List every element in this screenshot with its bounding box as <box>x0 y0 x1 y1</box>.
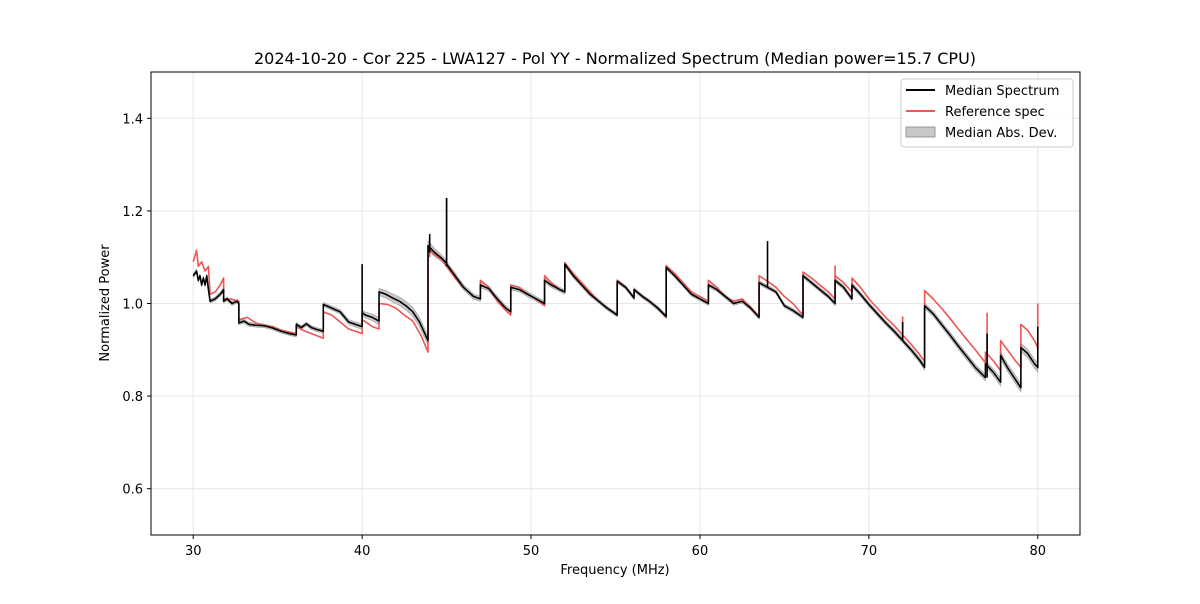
x-tick-label: 70 <box>861 544 878 559</box>
median-spectrum-line <box>192 244 1039 389</box>
legend: Median Spectrum Reference spec Median Ab… <box>900 78 1074 148</box>
legend-box <box>900 78 1074 148</box>
x-axis-ticks: 30 40 50 60 70 80 <box>185 535 1046 559</box>
chart-title: 2024-10-20 - Cor 225 - LWA127 - Pol YY -… <box>254 49 976 68</box>
x-tick-label: 50 <box>523 544 540 559</box>
legend-median-label: Median Spectrum <box>945 84 1059 99</box>
legend-mad-label: Median Abs. Dev. <box>945 126 1057 141</box>
x-tick-label: 30 <box>185 544 202 559</box>
y-tick-label: 0.8 <box>122 390 143 405</box>
y-tick-label: 0.6 <box>122 483 143 498</box>
legend-mad-patch <box>905 126 936 138</box>
x-tick-label: 40 <box>354 544 371 559</box>
x-tick-label: 80 <box>1029 544 1046 559</box>
y-tick-label: 1.4 <box>122 112 143 127</box>
plot-area <box>192 197 1039 393</box>
y-axis-ticks: 0.6 0.8 1.0 1.2 1.4 <box>122 112 151 498</box>
y-tick-label: 1.2 <box>122 205 143 220</box>
legend-reference-label: Reference spec <box>945 105 1045 120</box>
y-tick-label: 1.0 <box>122 298 143 313</box>
x-axis-label: Frequency (MHz) <box>560 563 669 578</box>
median-spectrum-series <box>192 197 1039 389</box>
reference-spec-line <box>192 247 1039 372</box>
y-axis-label: Normalized Power <box>98 244 113 362</box>
x-tick-label: 60 <box>692 544 709 559</box>
